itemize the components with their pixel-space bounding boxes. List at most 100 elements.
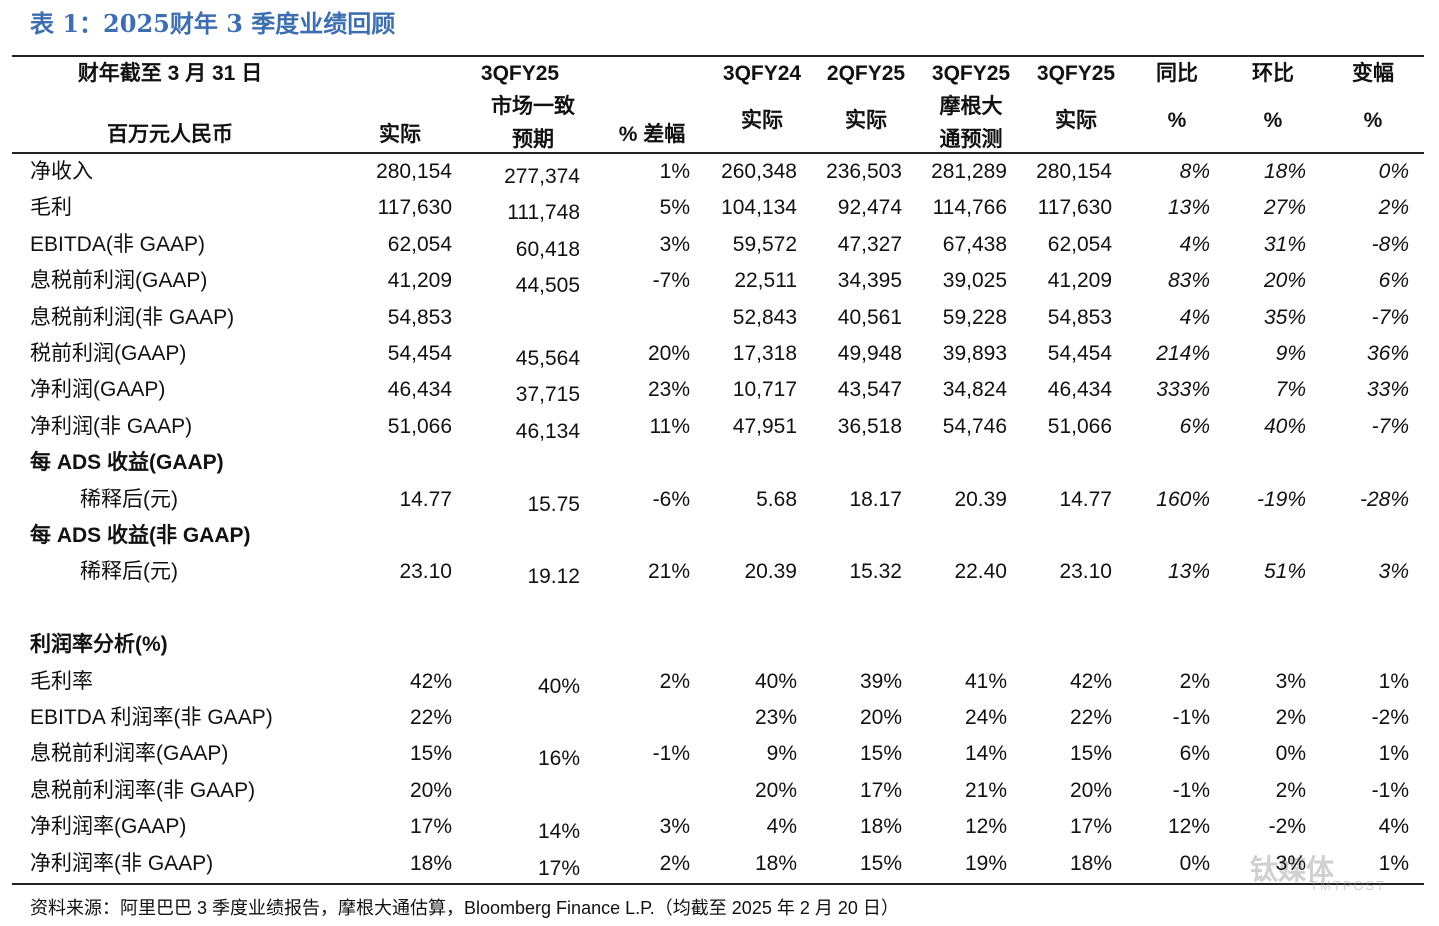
cell: 20% [859, 706, 902, 729]
cell: 33% [1366, 378, 1409, 402]
cell: -1% [1172, 778, 1210, 802]
cell: -19% [1256, 487, 1306, 511]
cell: 0% [1378, 160, 1409, 183]
cell: 22,511 [734, 269, 797, 293]
cell: 8% [1179, 160, 1210, 183]
section-heading: 每 ADS 收益(GAAP) [30, 451, 224, 475]
header-col: % [1167, 109, 1187, 132]
watermark: 钛媒体 [1250, 854, 1335, 885]
cell: 54,853 [1047, 305, 1112, 329]
cell: 59,572 [732, 232, 797, 256]
cell: 35% [1263, 305, 1306, 329]
cell: 22% [1069, 706, 1112, 729]
row-label: 净收入 [30, 160, 93, 183]
cell: 31% [1263, 232, 1306, 256]
cell: 14% [964, 742, 1007, 766]
cell: -7% [1371, 414, 1409, 438]
cell: 7% [1275, 378, 1306, 402]
cell: 83% [1167, 269, 1210, 293]
cell: 21% [964, 778, 1007, 802]
cell: 23.10 [399, 560, 452, 584]
cell: 1% [1378, 742, 1409, 766]
cell: 43,547 [837, 378, 902, 402]
cell: 1% [1378, 669, 1409, 693]
cell: 47,951 [732, 414, 797, 438]
cell: 0% [1179, 851, 1210, 875]
cell: 18% [859, 815, 902, 839]
row-label: 稀释后(元) [80, 560, 178, 584]
cell: 22% [409, 706, 452, 729]
cell: 15% [409, 742, 452, 766]
row-label: EBITDA 利润率(非 GAAP) [30, 706, 273, 729]
cell: 54,746 [942, 414, 1007, 438]
cell: 17% [859, 778, 902, 802]
cell: 6% [1179, 414, 1210, 438]
cell: 4% [766, 815, 797, 839]
cell: 6% [1378, 269, 1409, 293]
cell: 117,630 [377, 196, 452, 220]
header-rule [12, 152, 1424, 154]
cell: 114,766 [932, 196, 1007, 220]
cell: 20.39 [954, 487, 1007, 511]
cell: 260,348 [721, 160, 797, 183]
cell: 12% [964, 815, 1007, 839]
header-label: 财年截至 3 月 31 日 [77, 62, 263, 85]
cell: 36% [1366, 342, 1409, 365]
cell: 40% [537, 674, 580, 698]
cell: 20% [647, 342, 690, 365]
cell: 52,843 [732, 305, 797, 329]
cell: 60,418 [515, 237, 580, 261]
cell: 18% [1263, 160, 1306, 183]
cell: 51,066 [1047, 414, 1112, 438]
cell: 20% [409, 778, 452, 802]
cell: 46,434 [387, 378, 452, 402]
watermark-sub: TMTPOST [1310, 878, 1387, 893]
row-label: 毛利 [30, 196, 72, 220]
cell: 18% [1069, 851, 1112, 875]
row-label: 净利润(GAAP) [30, 378, 166, 402]
header-col: 实际 [741, 109, 783, 132]
cell: 14% [537, 820, 580, 844]
header-col: 环比 [1252, 62, 1294, 85]
header-col: 通预测 [939, 128, 1003, 151]
cell: 3% [1378, 560, 1409, 584]
cell: 23.10 [1059, 560, 1112, 584]
cell: 44,505 [515, 274, 580, 298]
cell: 45,564 [515, 347, 580, 370]
cell: 4% [1179, 232, 1210, 256]
cell: 41,209 [387, 269, 452, 293]
cell: -8% [1371, 232, 1409, 256]
cell: 51% [1263, 560, 1306, 584]
cell: 54,853 [387, 305, 452, 329]
cell: 2% [659, 851, 690, 875]
cell: 15% [1069, 742, 1112, 766]
cell: 12% [1167, 815, 1210, 839]
cell: 54,454 [1047, 342, 1112, 365]
cell: 41,209 [1047, 269, 1112, 293]
cell: 1% [659, 160, 690, 183]
cell: 2% [659, 669, 690, 693]
cell: 15.75 [527, 492, 580, 516]
cell: 40% [754, 669, 797, 693]
cell: 14.77 [1059, 487, 1112, 511]
cell: 214% [1156, 342, 1210, 365]
row-label: 息税前利润率(非 GAAP) [30, 778, 256, 802]
cell: 13% [1167, 560, 1210, 584]
header-col: 3QFY25 [1036, 62, 1116, 85]
header-col: 市场一致 [491, 95, 575, 118]
cell: 15% [859, 742, 902, 766]
cell: 20.39 [744, 560, 797, 584]
cell: 2% [1275, 778, 1306, 802]
cell: 49,948 [837, 342, 902, 365]
cell: 160% [1156, 487, 1210, 511]
cell: 46,134 [515, 419, 580, 443]
cell: 20% [1263, 269, 1306, 293]
cell: 92,474 [837, 196, 902, 220]
cell: 3% [659, 815, 690, 839]
cell: 17% [537, 856, 580, 880]
cell: 39,025 [942, 269, 1007, 293]
cell: -1% [652, 742, 690, 766]
header-col: 同比 [1156, 62, 1198, 85]
cell: 42% [1069, 669, 1112, 693]
cell: 18% [409, 851, 452, 875]
